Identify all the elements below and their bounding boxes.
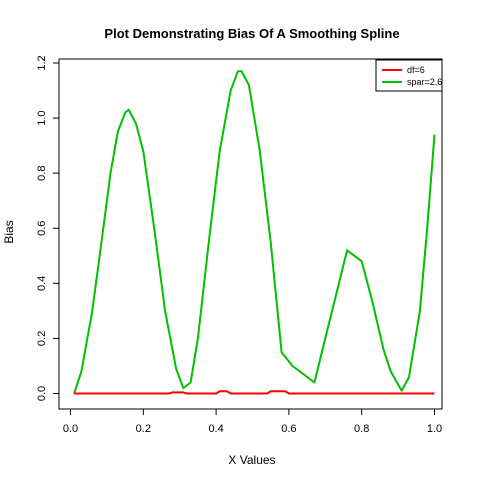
y-tick-label: 0.0 — [36, 386, 48, 401]
x-tick-label: 0.4 — [208, 423, 223, 435]
x-tick-label: 0.8 — [354, 423, 369, 435]
chart-title: Plot Demonstrating Bias Of A Smoothing S… — [104, 26, 399, 41]
x-axis: 0.0 0.2 0.4 0.6 0.8 1.0 — [63, 408, 442, 435]
plot-frame — [58, 58, 443, 410]
series-layer — [73, 70, 436, 395]
series-line-1 — [73, 70, 436, 394]
x-tick-label: 1.0 — [427, 423, 442, 435]
legend-label: spar=2.6 — [407, 77, 442, 87]
legend-box — [375, 59, 443, 92]
x-tick-label: 0.2 — [136, 423, 151, 435]
x-axis-label: X Values — [228, 453, 275, 467]
legend-label: df=6 — [407, 65, 425, 75]
x-tick-label: 0.6 — [281, 423, 296, 435]
y-axis: 0.0 0.2 0.4 0.6 0.8 1.0 1.2 — [36, 55, 60, 401]
y-tick-label: 1.2 — [36, 55, 48, 70]
y-axis-label: Bias — [2, 220, 16, 243]
y-tick-label: 0.4 — [36, 276, 48, 291]
series-line-0 — [74, 390, 435, 395]
y-tick-label: 0.8 — [36, 166, 48, 181]
y-tick-label: 0.6 — [36, 221, 48, 236]
y-tick-label: 0.2 — [36, 331, 48, 346]
y-tick-label: 1.0 — [36, 110, 48, 125]
legend: df=6 spar=2.6 — [375, 59, 443, 92]
plot-area — [58, 58, 443, 410]
x-tick-label: 0.0 — [63, 423, 78, 435]
